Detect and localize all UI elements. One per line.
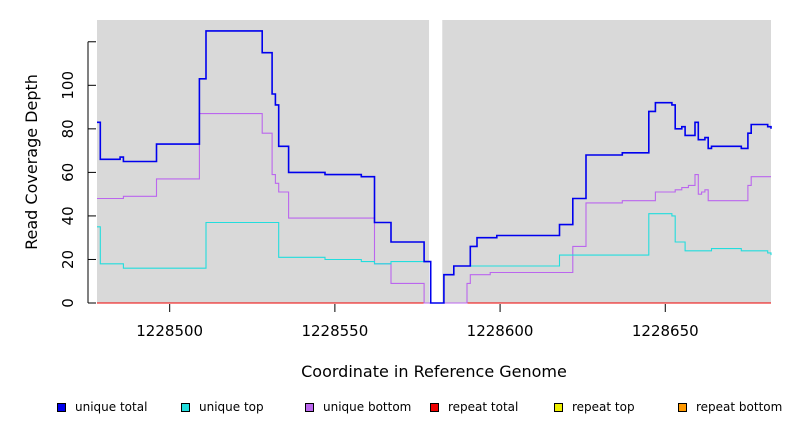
legend-item-repeat-bottom: repeat bottom bbox=[678, 400, 782, 414]
x-tick-label: 1228550 bbox=[301, 322, 368, 340]
legend-label: unique top bbox=[199, 400, 264, 414]
y-axis-title: Read Coverage Depth bbox=[22, 74, 41, 250]
legend-label: repeat bottom bbox=[696, 400, 783, 414]
legend-item-repeat-top: repeat top bbox=[554, 400, 635, 414]
legend-swatch bbox=[430, 402, 439, 412]
background-regions bbox=[97, 20, 771, 303]
legend-item-unique-total: unique total bbox=[57, 400, 147, 414]
y-tick-label: 80 bbox=[59, 119, 77, 138]
legend-item-unique-bottom: unique bottom bbox=[305, 400, 411, 414]
y-tick-label: 60 bbox=[59, 163, 77, 182]
x-axis-title: Coordinate in Reference Genome bbox=[301, 362, 567, 381]
legend-swatch bbox=[305, 402, 314, 412]
axes: 0 20 40 60 80 100 1228500 1228550 1228600 1228650 bbox=[59, 41, 699, 340]
series-line-unique-total bbox=[97, 30, 772, 304]
y-tick-label: 0 bbox=[59, 298, 77, 308]
legend-label: repeat total bbox=[448, 400, 519, 414]
y-tick-label: 40 bbox=[59, 206, 77, 225]
legend-swatch bbox=[181, 402, 190, 412]
legend-label: unique bottom bbox=[323, 400, 412, 414]
legend-label: unique total bbox=[75, 400, 148, 414]
legend-swatch bbox=[554, 402, 563, 412]
legend-item-repeat-total: repeat total bbox=[430, 400, 518, 414]
x-tick-label: 1228500 bbox=[136, 322, 203, 340]
series-line-unique-bottom bbox=[97, 113, 771, 304]
background-region-1 bbox=[442, 20, 771, 303]
series-lines bbox=[97, 30, 772, 304]
legend-label: repeat top bbox=[572, 400, 635, 414]
y-tick-label: 100 bbox=[59, 71, 77, 100]
legend-item-unique-top: unique top bbox=[181, 400, 264, 414]
legend-swatch bbox=[678, 402, 687, 412]
x-tick-label: 1228650 bbox=[632, 322, 699, 340]
legend-swatch bbox=[57, 402, 66, 412]
legend: unique total unique top unique bottom repea… bbox=[0, 400, 792, 420]
x-tick-label: 1228600 bbox=[467, 322, 534, 340]
y-tick-label: 20 bbox=[59, 250, 77, 269]
